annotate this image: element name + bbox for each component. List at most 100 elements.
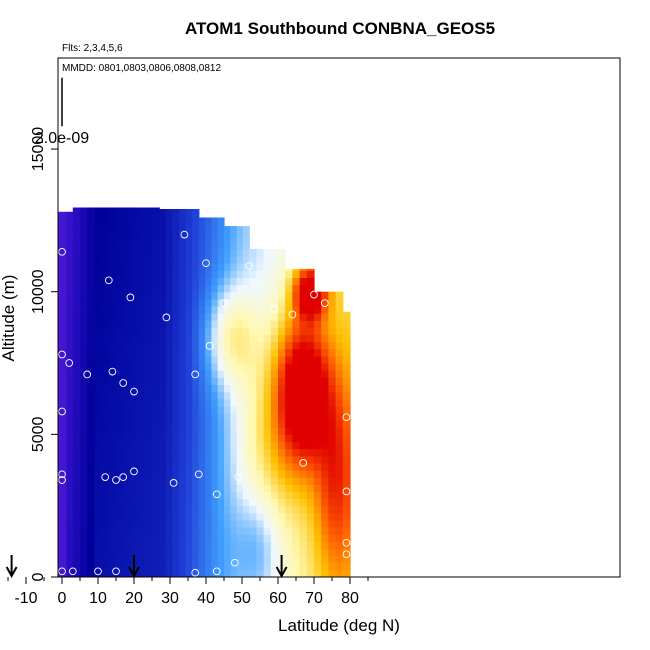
- heatmap-cell: [58, 548, 61, 557]
- heatmap-cell: [80, 462, 88, 471]
- heatmap-cell: [152, 398, 160, 407]
- heatmap-cell: [172, 534, 180, 542]
- heatmap-cell: [172, 512, 180, 521]
- heatmap-cell: [60, 313, 68, 321]
- heatmap-cell: [263, 277, 272, 286]
- heatmap-cell: [72, 270, 81, 278]
- heatmap-cell: [101, 370, 110, 378]
- heatmap-cell: [242, 527, 250, 535]
- heatmap-cell: [179, 291, 187, 300]
- heatmap-cell: [242, 284, 250, 293]
- heatmap-cell: [217, 413, 225, 421]
- heatmap-cell: [335, 363, 344, 371]
- heatmap-cell: [224, 227, 231, 236]
- heatmap-cell: [335, 462, 344, 471]
- heatmap-cell: [236, 241, 244, 250]
- heatmap-cell: [80, 313, 88, 321]
- heatmap-cell: [306, 527, 315, 535]
- heatmap-cell: [242, 413, 250, 421]
- heatmap-cell: [80, 398, 88, 407]
- heatmap-cell: [192, 234, 200, 243]
- heatmap-cell: [26, 506, 34, 514]
- heatmap-cell: [306, 512, 315, 521]
- sample-point: [212, 567, 221, 576]
- heatmap-cell: [285, 377, 293, 385]
- heatmap-cell: [328, 527, 337, 535]
- heatmap-cell: [342, 420, 351, 428]
- heatmap-cell: [249, 519, 257, 528]
- heatmap-cell: [137, 263, 146, 271]
- heatmap-cell: [211, 527, 219, 535]
- heatmap-cell: [306, 484, 315, 492]
- heatmap-cell: [342, 377, 351, 385]
- heatmap-cell: [4, 228, 12, 236]
- heatmap-cell: [263, 298, 272, 307]
- heatmap-cell: [66, 277, 74, 286]
- heatmap-cell: [328, 541, 337, 549]
- sample-point: [112, 567, 120, 576]
- heatmap-cell: [179, 248, 187, 257]
- heatmap-cell: [192, 441, 200, 450]
- heatmap-cell: [217, 434, 225, 443]
- heatmap-cell: [4, 235, 12, 243]
- heatmap-cell: [256, 377, 265, 385]
- heatmap-cell: [236, 270, 244, 278]
- heatmap-cell: [108, 334, 117, 343]
- heatmap-cell: [314, 348, 322, 357]
- heatmap-cell: [12, 449, 20, 457]
- heatmap-cell: [123, 505, 131, 514]
- heatmap-cell: [249, 398, 257, 407]
- heatmap-cell: [256, 519, 265, 528]
- heatmap-cell: [144, 248, 153, 257]
- heatmap-cell: [314, 562, 322, 571]
- heatmap-cell: [152, 541, 160, 549]
- heatmap-cell: [80, 213, 88, 221]
- sample-point: [202, 259, 210, 268]
- x-tick-label: 50: [233, 590, 251, 607]
- heatmap-cell: [292, 355, 301, 364]
- heatmap-cell: [58, 413, 61, 421]
- heatmap-cell: [292, 541, 301, 549]
- heatmap-cell: [230, 320, 238, 328]
- heatmap-cell: [192, 527, 200, 535]
- heatmap-cell: [292, 477, 301, 485]
- heatmap-cell: [116, 213, 124, 221]
- heatmap-cell: [285, 370, 293, 378]
- heatmap-cell: [80, 327, 88, 336]
- heatmap-cell: [137, 413, 146, 421]
- heatmap-cell: [26, 356, 34, 364]
- heatmap-cell: [192, 434, 200, 443]
- heatmap-cell: [198, 505, 206, 514]
- heatmap-cell: [292, 555, 301, 564]
- heatmap-cell: [48, 249, 55, 257]
- heatmap-cell: [159, 448, 167, 457]
- heatmap-cell: [165, 320, 173, 328]
- heatmap-cell: [198, 441, 206, 450]
- heatmap-cell: [108, 512, 117, 521]
- heatmap-cell: [342, 555, 351, 564]
- heatmap-cell: [192, 284, 200, 293]
- heatmap-cell: [172, 470, 180, 478]
- heatmap-cell: [328, 405, 337, 414]
- heatmap-cell: [270, 541, 279, 549]
- heatmap-cell: [19, 335, 27, 343]
- heatmap-cell: [58, 306, 61, 314]
- heatmap-cell: [270, 377, 279, 385]
- heatmap-cell: [205, 291, 212, 300]
- sample-point: [342, 550, 351, 559]
- heatmap-cell: [314, 434, 322, 443]
- heatmap-cell: [335, 448, 344, 457]
- heatmap-cell: [33, 356, 41, 364]
- sample-point: [212, 490, 221, 499]
- heatmap-cell: [249, 413, 257, 421]
- heatmap-cell: [292, 427, 301, 435]
- heatmap-cell: [94, 213, 103, 221]
- heatmap-cell: [159, 320, 167, 328]
- heatmap-cell: [211, 505, 219, 514]
- heatmap-cell: [205, 355, 212, 364]
- heatmap-cell: [192, 512, 200, 521]
- heatmap-cell: [256, 470, 265, 478]
- heatmap-cell: [130, 413, 139, 421]
- heatmap-cell: [12, 506, 20, 514]
- heatmap-cell: [130, 527, 139, 535]
